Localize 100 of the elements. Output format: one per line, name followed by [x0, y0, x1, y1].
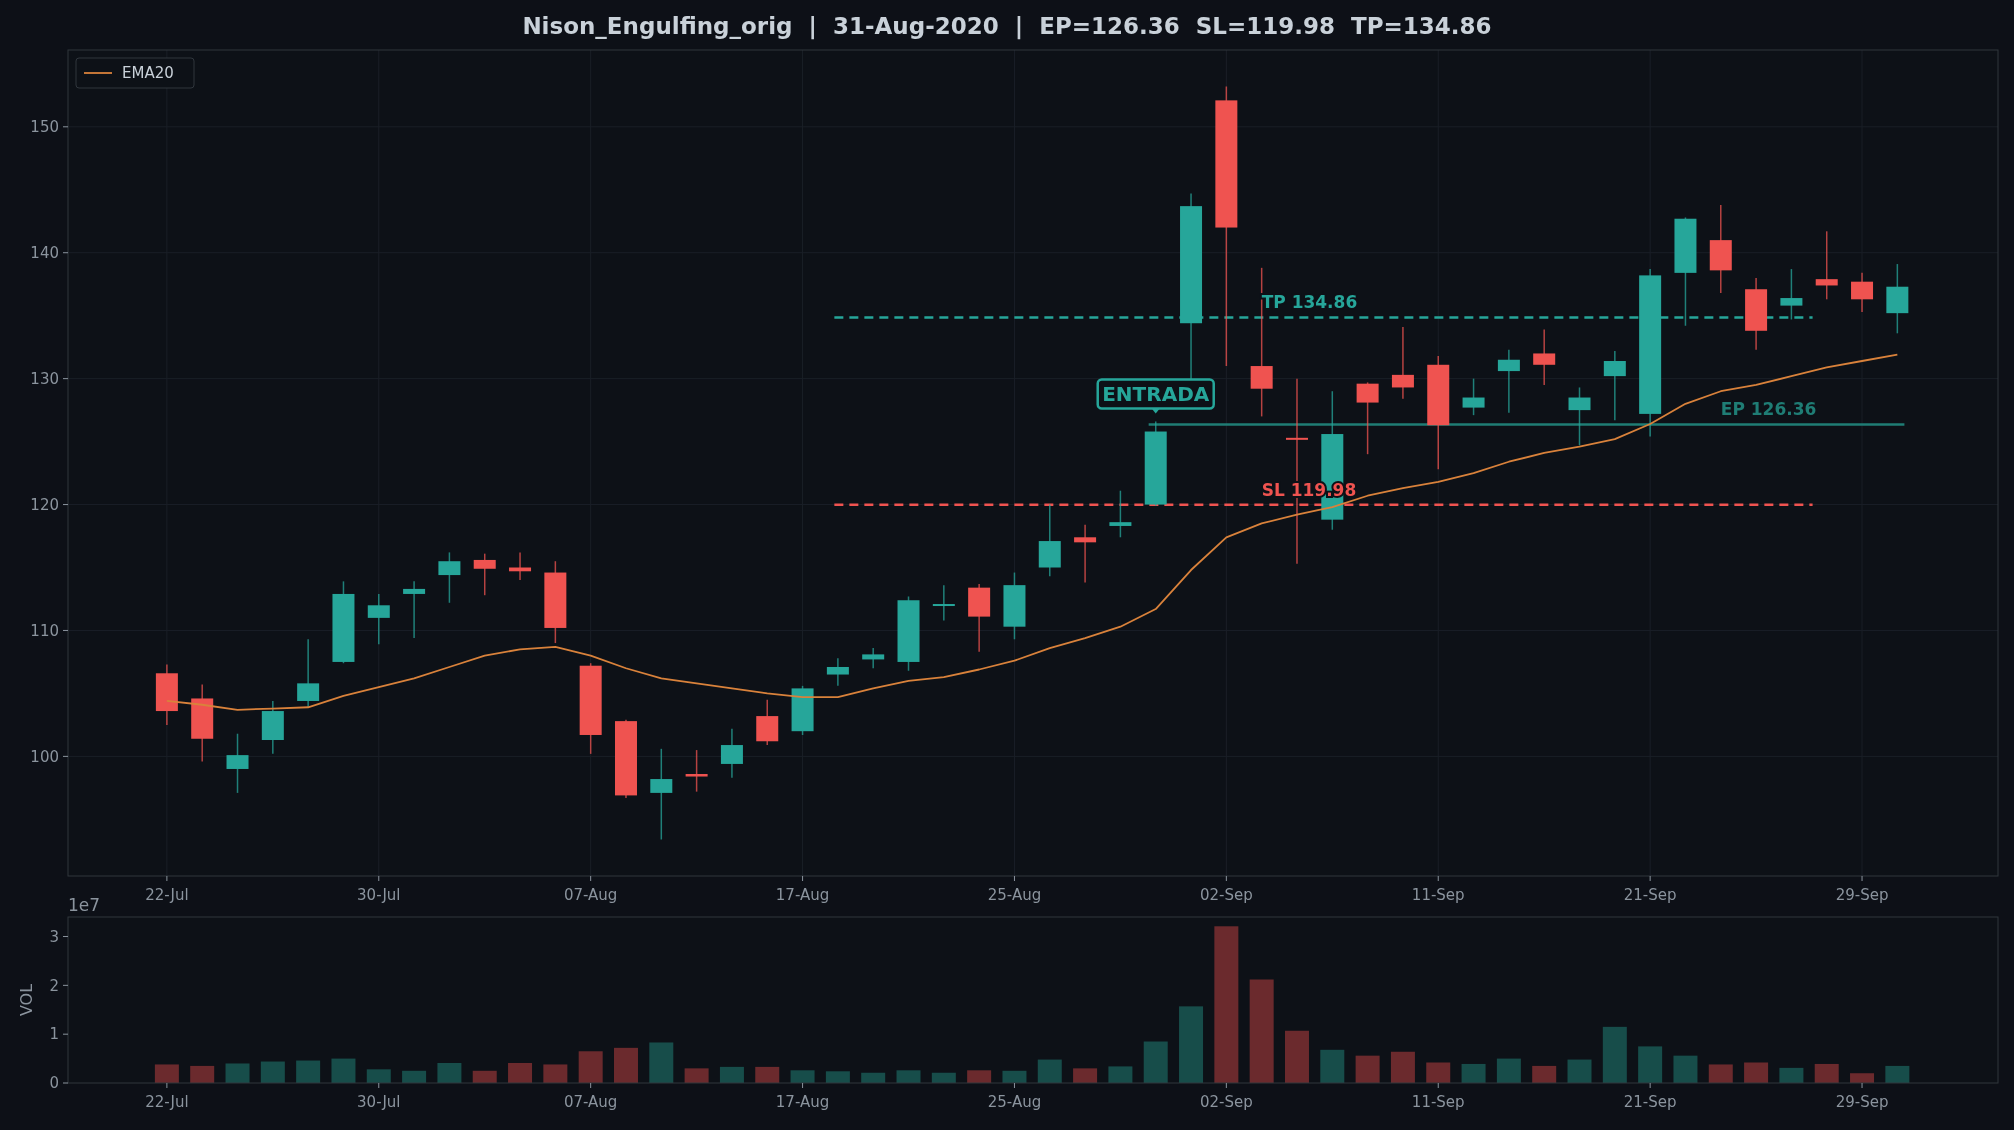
bar [508, 1062, 533, 1083]
bar [1355, 1055, 1380, 1083]
candlestick [1568, 386, 1591, 447]
bar [1532, 1065, 1557, 1083]
bar [613, 1047, 638, 1083]
y-tick-label: 130 [30, 369, 59, 388]
bar [1037, 1059, 1062, 1083]
candlestick [473, 552, 496, 596]
ref-line-label: EP 126.36 [1720, 399, 1817, 420]
bar [1673, 1055, 1698, 1083]
bar [366, 1069, 391, 1083]
x-tick-label: 11-Sep [1411, 886, 1465, 904]
bar [1390, 1051, 1415, 1083]
x-tick-label: 25-Aug [987, 886, 1042, 904]
annotation: ENTRADA [1102, 382, 1210, 407]
x-tick-label: 07-Aug [563, 886, 618, 904]
bar [225, 1063, 250, 1083]
x-tick-label: 11-Sep [1411, 1093, 1465, 1111]
x-tick-label: 21-Sep [1623, 1093, 1677, 1111]
bar [260, 1061, 285, 1083]
bar [1567, 1059, 1592, 1083]
candlestick [1851, 272, 1874, 313]
bar [684, 1068, 709, 1083]
x-tick-label: 30-Jul [357, 886, 401, 904]
bar [1320, 1049, 1345, 1083]
bar [1885, 1065, 1910, 1083]
x-tick-label: 02-Sep [1199, 1093, 1253, 1111]
bar [1496, 1058, 1521, 1083]
candlestick [1533, 328, 1556, 386]
bar [1073, 1068, 1098, 1083]
bar [472, 1070, 497, 1083]
bar [331, 1058, 356, 1083]
bar [1638, 1046, 1663, 1083]
bar [1814, 1063, 1839, 1083]
y-tick-label: 0 [49, 1074, 59, 1093]
bar [1179, 1006, 1204, 1083]
candlestick [932, 584, 955, 622]
bar [296, 1060, 321, 1083]
y-tick-label: 110 [30, 621, 59, 640]
candlestick [403, 580, 426, 639]
x-tick-label: 25-Aug [987, 1093, 1042, 1111]
y-axis-title: VOL [17, 983, 36, 1017]
bar [1002, 1070, 1027, 1083]
bar [1708, 1064, 1733, 1083]
x-tick-label: 17-Aug [775, 1093, 830, 1111]
candlestick [862, 647, 885, 669]
bar [437, 1062, 462, 1083]
bar [1249, 979, 1274, 1083]
bar [190, 1065, 215, 1083]
bar [578, 1051, 603, 1083]
bar [543, 1064, 568, 1083]
x-tick-label: 30-Jul [357, 1093, 401, 1111]
bar [1426, 1062, 1451, 1083]
legend-label: EMA20 [122, 64, 174, 83]
candlestick [1497, 348, 1520, 414]
candlestick [650, 748, 673, 841]
x-tick-label: 17-Aug [775, 886, 830, 904]
y-tick-label: 3 [49, 927, 59, 946]
bar [755, 1066, 780, 1083]
candlestick [367, 593, 390, 646]
candlestick [1074, 523, 1097, 584]
bar [1108, 1066, 1133, 1083]
candlestick [1462, 377, 1485, 416]
x-tick-label: 02-Sep [1199, 886, 1253, 904]
y-tick-label: 1 [49, 1025, 59, 1044]
candlestick [1603, 350, 1626, 421]
bar [1602, 1026, 1627, 1083]
candlestick [685, 749, 708, 793]
y-tick-label: 100 [30, 747, 59, 766]
x-tick-label: 21-Sep [1623, 886, 1677, 904]
y-tick-label: 140 [30, 243, 59, 262]
x-tick-label: 29-Sep [1835, 886, 1889, 904]
bar [154, 1064, 179, 1083]
bar [967, 1070, 992, 1083]
candlestick [1815, 230, 1838, 301]
candlestick [1780, 268, 1803, 321]
bar [649, 1042, 674, 1083]
candlestick [297, 638, 320, 709]
candlestick [1391, 326, 1414, 400]
bar [1143, 1041, 1168, 1083]
y-tick-label: 2 [49, 976, 59, 995]
candlestick [226, 732, 249, 794]
y-tick-label: 120 [30, 495, 59, 514]
bar [402, 1070, 427, 1083]
bar [1214, 926, 1239, 1083]
bar [1461, 1063, 1486, 1083]
bar [1779, 1067, 1804, 1083]
candlestick [720, 727, 743, 779]
x-tick-label: 22-Jul [145, 886, 189, 904]
bar [1744, 1062, 1769, 1083]
candlestick [1356, 381, 1379, 455]
text: 1e7 [68, 895, 101, 915]
chart-title: Nison_Engulfing_orig | 31-Aug-2020 | EP=126.36 SL=119.98 TP=134.86 [522, 13, 1492, 40]
candlestick [1109, 489, 1132, 539]
bar [825, 1071, 850, 1083]
bar [1284, 1030, 1309, 1083]
candlestick [826, 657, 849, 687]
x-tick-label: 22-Jul [145, 1093, 189, 1111]
bar [790, 1070, 815, 1083]
x-tick-label: 29-Sep [1835, 1093, 1889, 1111]
